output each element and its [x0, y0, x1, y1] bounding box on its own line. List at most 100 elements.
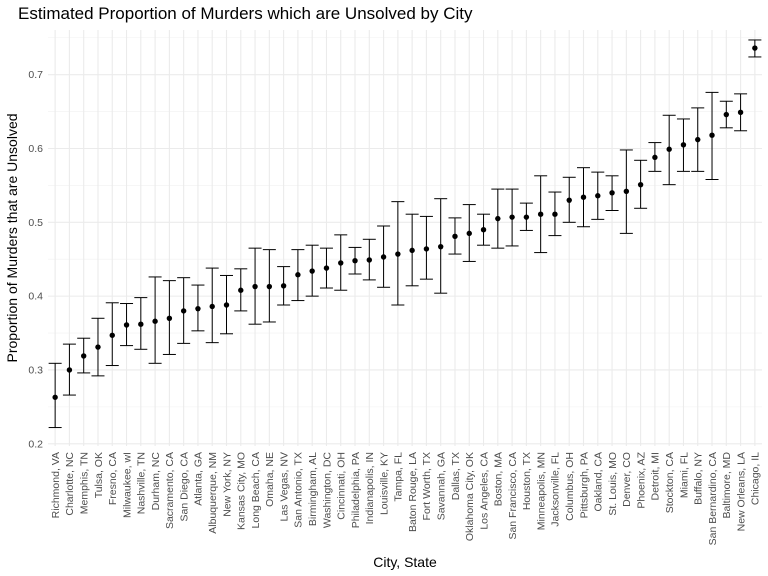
x-tick-label: Houston, TX [521, 452, 533, 510]
data-point [280, 283, 287, 289]
x-tick-label: Philadelphia, PA [350, 452, 362, 528]
data-point [495, 215, 501, 222]
data-point [709, 132, 715, 138]
x-tick-label: Long Beach, CA [250, 452, 262, 528]
data-point [352, 258, 358, 264]
data-point [566, 197, 572, 203]
x-tick-label: Boston, MA [493, 452, 505, 506]
x-tick-label: San Diego, CA [178, 452, 190, 521]
x-tick-label: Durham, NC [150, 452, 162, 511]
x-tick-label: San Bernardino, CA [707, 452, 719, 545]
x-tick-label: Stockton, CA [664, 452, 676, 513]
x-tick-label: Los Angeles, CA [478, 452, 490, 530]
x-tick-label: Buffalo, NY [693, 452, 705, 505]
x-tick-label: Miami, FL [678, 452, 690, 498]
x-axis-title: City, State [373, 554, 437, 570]
x-tick-label: New York, NY [221, 452, 233, 517]
data-point [152, 318, 158, 324]
x-tick-label: Memphis, TN [79, 452, 91, 514]
data-point [466, 230, 472, 237]
x-tick-label: Washington, DC [321, 452, 333, 528]
data-point [66, 367, 73, 373]
data-point [252, 283, 258, 290]
x-tick-label: Fort Worth, TX [421, 452, 433, 520]
x-tick-label: Birmingham, AL [307, 452, 319, 526]
data-point [209, 303, 215, 310]
data-point [637, 181, 644, 188]
data-point [309, 268, 315, 274]
data-points [52, 45, 758, 400]
x-tick-label: Milwaukee, wI [121, 452, 133, 518]
x-tick-label: Baltimore, MD [721, 452, 733, 519]
x-tick-label: Chicago, IL [750, 452, 762, 505]
data-point [480, 226, 487, 233]
data-point [666, 146, 672, 152]
grid-lines [48, 30, 762, 446]
x-tick-label: Richmond, VA [50, 452, 62, 518]
data-point [138, 321, 144, 327]
y-tick-label: 0.7 [28, 69, 43, 81]
data-point [81, 353, 87, 359]
chart-title: Estimated Proportion of Murders which ar… [18, 4, 473, 23]
x-tick-label: Charlotte, NC [64, 452, 76, 516]
x-tick-label: Pittsburgh, PA [578, 452, 590, 518]
x-tick-label: Oklahoma City, OK [464, 452, 476, 541]
data-point [552, 211, 558, 217]
data-point [295, 272, 301, 278]
y-axis-ticks: 0.2 0.3 0.4 0.5 0.6 0.7 [28, 69, 43, 450]
data-point [737, 109, 744, 116]
x-tick-label: Minneapolis, MN [535, 452, 547, 530]
x-tick-label: Tulsa, OK [93, 452, 105, 498]
data-point [266, 283, 273, 290]
x-tick-label: Albuquerque, NM [207, 452, 219, 534]
data-point [595, 193, 601, 199]
x-tick-label: San Antonio, TX [293, 452, 305, 528]
x-tick-label: Baton Rouge, LA [407, 452, 419, 532]
data-point [609, 190, 615, 196]
data-point [523, 214, 530, 220]
data-point [52, 394, 58, 400]
data-point [180, 308, 187, 314]
x-tick-label: Savannah, GA [436, 452, 448, 520]
x-tick-label: Las Vegas, NV [278, 452, 290, 521]
x-tick-label: Jacksonville, FL [550, 452, 562, 527]
x-tick-label: Columbus, OH [564, 452, 576, 521]
data-point [652, 154, 658, 161]
data-point [366, 257, 372, 263]
data-point [395, 251, 401, 257]
data-point [723, 111, 729, 118]
x-tick-label: Sacramento, CA [164, 452, 176, 529]
y-tick-label: 0.4 [28, 291, 43, 303]
data-point [323, 265, 330, 271]
x-tick-label: Detroit, MI [650, 452, 662, 500]
y-tick-label: 0.5 [28, 217, 43, 229]
data-point [509, 214, 515, 220]
x-tick-label: Denver, CO [621, 452, 633, 507]
data-point [580, 194, 587, 200]
data-point [95, 344, 101, 350]
data-point [409, 247, 415, 254]
x-tick-label: Tampa, FL [393, 452, 405, 502]
data-point [238, 287, 244, 293]
data-point [752, 45, 758, 51]
x-tick-label: San Francisco, CA [507, 452, 519, 540]
data-point [338, 260, 344, 266]
data-point [695, 136, 701, 143]
x-tick-label: Fresno, CA [107, 452, 119, 505]
x-tick-label: Nashville, TN [136, 452, 148, 514]
data-point [680, 142, 687, 148]
y-tick-label: 0.6 [28, 143, 43, 155]
data-point [380, 254, 387, 260]
x-tick-label: Oakland, CA [593, 452, 605, 512]
x-tick-label: New Orleans, LA [735, 452, 747, 531]
data-point [537, 211, 544, 217]
x-tick-label: Phoenix, AZ [635, 451, 647, 508]
data-point [166, 315, 173, 321]
data-point [623, 188, 630, 195]
y-axis-title: Proportion of Murders that are Unsolved [4, 113, 20, 362]
data-point [123, 322, 130, 328]
data-point [195, 305, 201, 312]
x-tick-label: Atlanta, GA [193, 452, 205, 506]
x-tick-label: Omaha, NE [264, 452, 276, 507]
